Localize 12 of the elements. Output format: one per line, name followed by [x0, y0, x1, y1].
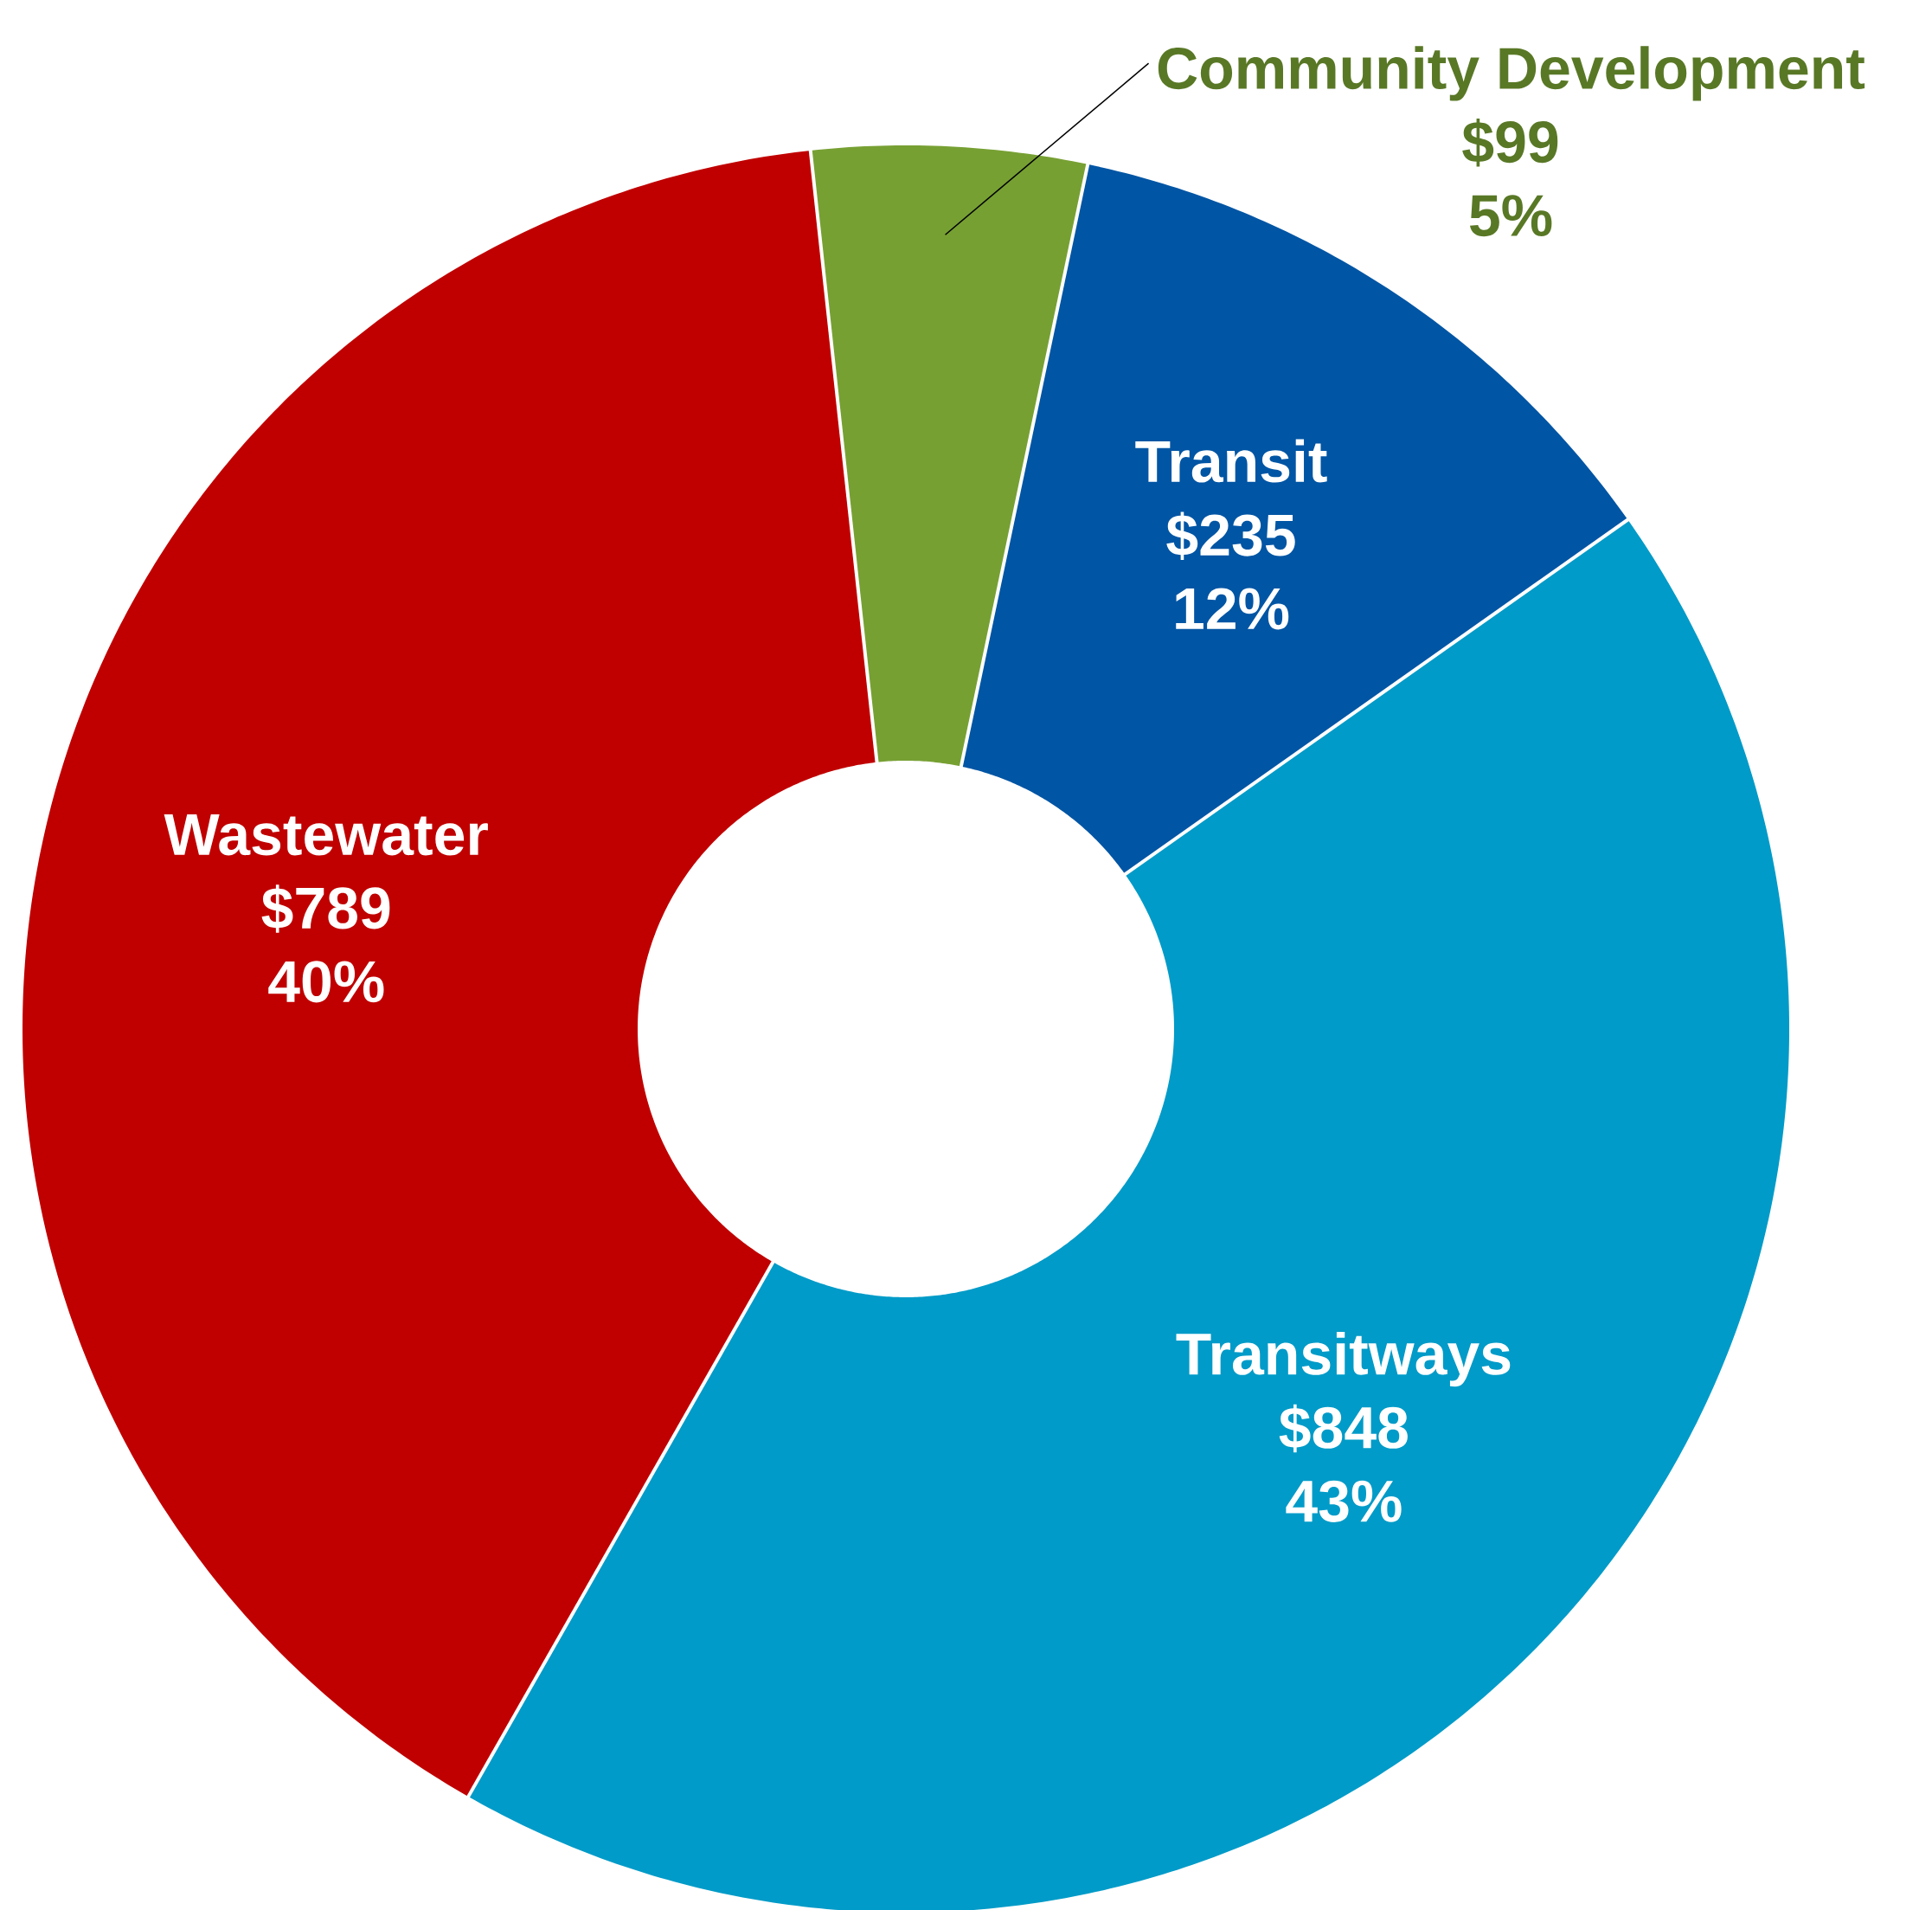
slice-label: Community Development — [1158, 46, 1865, 101]
text: 5% — [1469, 195, 1552, 237]
data-label: $848 — [1279, 1404, 1408, 1453]
data-label: $235 — [1166, 511, 1295, 560]
text: 40% — [268, 961, 384, 1003]
slice-label: Transitways — [1176, 1331, 1511, 1387]
slice-label: Wastewater — [164, 814, 488, 856]
text: 43% — [1286, 1480, 1402, 1522]
data-label: $789 — [261, 884, 390, 933]
text: 12% — [1176, 588, 1289, 630]
slice-label: Transit — [1135, 439, 1327, 483]
data-label: $99 — [1462, 119, 1558, 167]
